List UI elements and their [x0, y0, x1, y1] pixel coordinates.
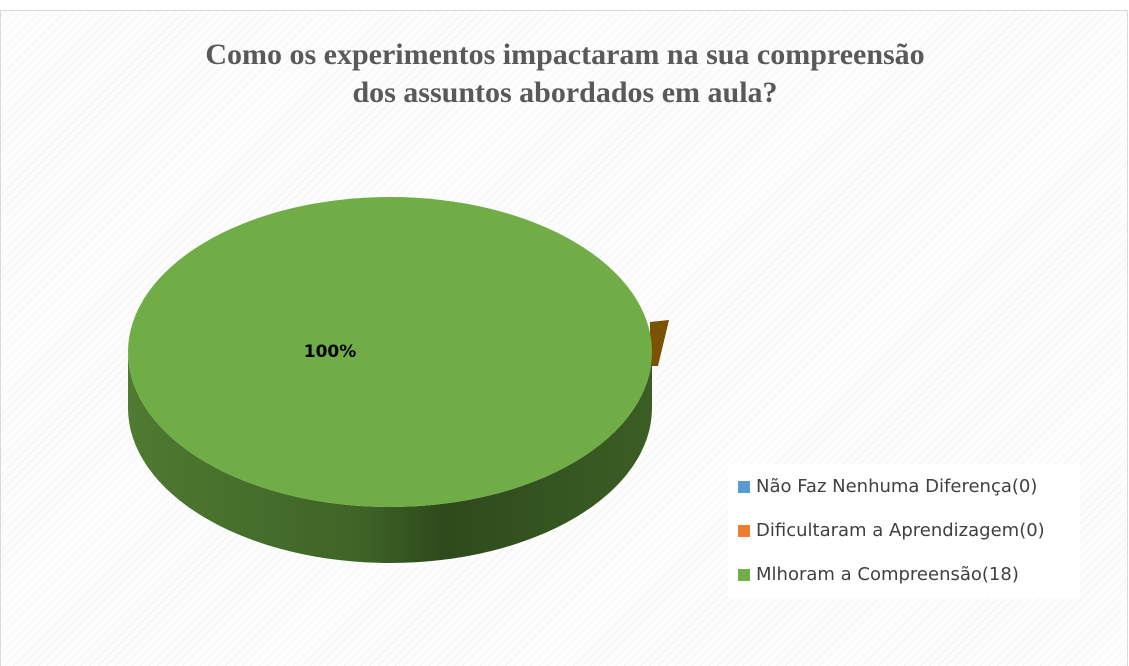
chart-title: Como os experimentos impactaram na sua c…: [205, 38, 924, 109]
pie-side: [128, 352, 652, 563]
legend-label: Mlhoram a Compreensão(18): [756, 564, 1019, 585]
pie: 100%: [128, 197, 652, 563]
legend-swatch: [738, 569, 750, 581]
legend-swatch: [738, 481, 750, 493]
legend-label: Dificultaram a Aprendizagem(0): [756, 520, 1045, 541]
data-label: 100%: [304, 342, 357, 362]
pie-sliver: [650, 320, 669, 366]
pie-slice: [128, 197, 652, 507]
legend-label: Não Faz Nenhuma Diferença(0): [756, 476, 1037, 497]
legend: [728, 464, 1080, 598]
legend-items: Não Faz Nenhuma Diferença(0) Dificultaram…: [738, 476, 1045, 585]
legend-swatch: [738, 525, 750, 537]
